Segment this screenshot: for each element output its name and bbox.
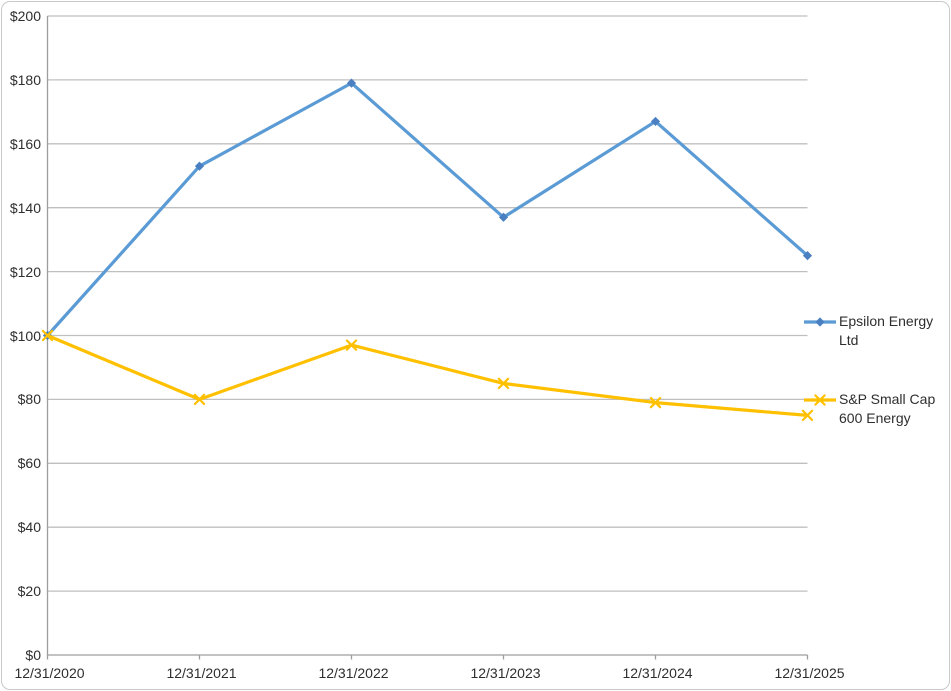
series-line	[45, 81, 810, 338]
x-marker	[497, 377, 510, 390]
diamond-marker	[650, 116, 661, 127]
diamond-marker	[346, 78, 357, 88]
diamond-marker	[194, 161, 205, 171]
x-marker	[41, 329, 54, 342]
x-marker	[193, 393, 206, 406]
x-marker	[801, 409, 814, 422]
diamond-marker	[498, 212, 509, 222]
x-marker	[649, 396, 662, 409]
series-line	[45, 333, 810, 417]
x-marker	[345, 339, 358, 351]
diamond-marker	[802, 251, 813, 261]
